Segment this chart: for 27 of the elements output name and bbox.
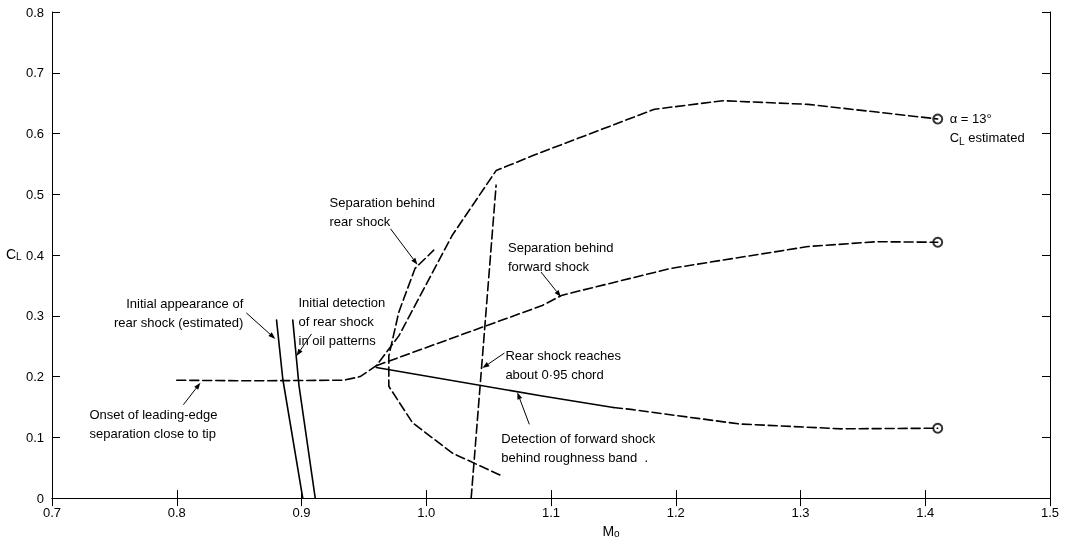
y-tick-label: 0.1 xyxy=(25,429,44,445)
y-tick-label: 0.3 xyxy=(25,308,44,324)
y-axis-title: CL xyxy=(6,246,23,263)
x-tick-label: 1.5 xyxy=(1040,505,1060,521)
annotation: Rear shock reaches about 0·95 chord xyxy=(505,348,622,383)
y-tick-label: 0 xyxy=(36,490,44,506)
y-tick-label: 0.7 xyxy=(25,65,44,81)
y-tick-label: 0.6 xyxy=(25,126,44,142)
y-tick-label: 0.8 xyxy=(25,4,44,20)
x-tick-label: 0.9 xyxy=(292,505,311,521)
x-tick-label: 0.7 xyxy=(42,505,62,521)
annotation: Separation behind forward shock xyxy=(507,239,614,274)
x-tick-label: 1.3 xyxy=(791,505,810,521)
y-tick-label: 0.5 xyxy=(25,186,44,202)
y-tick-label: 0.2 xyxy=(25,369,44,385)
annotation: Initial appearance of rear shock (estimated) xyxy=(113,295,244,330)
x-tick-label: 1.0 xyxy=(417,505,436,521)
x-axis-title: Mo xyxy=(602,523,621,539)
x-tick-label: 1.1 xyxy=(541,505,561,521)
x-tick-label: 1.4 xyxy=(916,505,935,521)
annotation: Detection of forward shock behind roughness band . xyxy=(501,431,656,466)
x-tick-label: 1.2 xyxy=(666,505,685,521)
annotation: Onset of leading-edge separation close to tip xyxy=(89,406,218,441)
annotation: Separation behind rear shock xyxy=(329,194,436,229)
y-tick-label: 0.4 xyxy=(25,247,44,263)
annotation: Initial detection of rear shock in oil patterns xyxy=(298,294,386,348)
x-tick-label: 0.8 xyxy=(167,505,186,521)
